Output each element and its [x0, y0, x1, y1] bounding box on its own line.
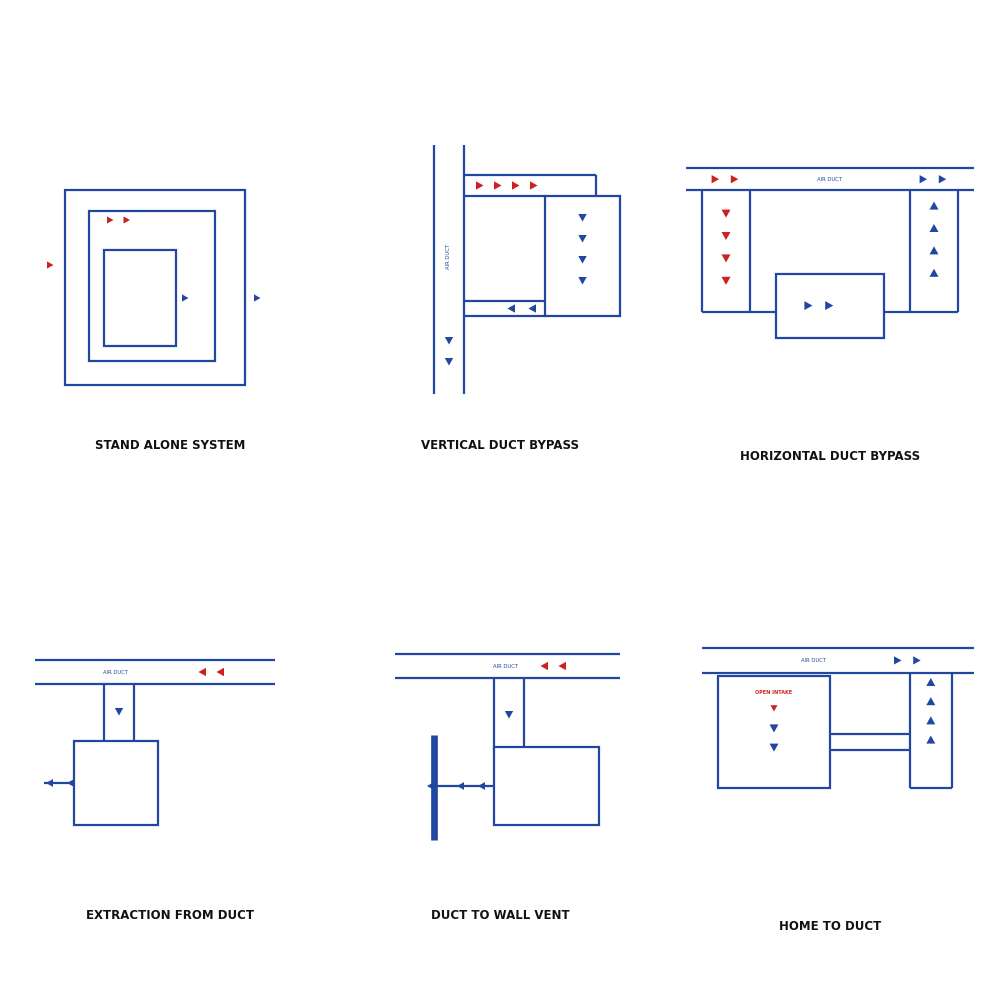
Text: OPEN INTAKE: OPEN INTAKE [755, 690, 793, 695]
Bar [89, 211, 215, 361]
Polygon shape [770, 724, 778, 732]
Text: EXTRACTION FROM DUCT: EXTRACTION FROM DUCT [86, 909, 254, 922]
Polygon shape [182, 294, 188, 302]
Text: STAND ALONE SYSTEM: STAND ALONE SYSTEM [95, 439, 245, 452]
Polygon shape [578, 235, 587, 243]
Polygon shape [894, 656, 901, 665]
Polygon shape [507, 304, 515, 313]
Polygon shape [46, 779, 53, 787]
Polygon shape [67, 779, 74, 787]
Polygon shape [939, 175, 946, 183]
Bar [65, 190, 245, 385]
Polygon shape [578, 256, 587, 264]
Polygon shape [926, 697, 935, 705]
Polygon shape [512, 181, 520, 190]
Polygon shape [930, 269, 938, 277]
Bar [718, 676, 830, 788]
Text: AIR DUCT: AIR DUCT [817, 177, 843, 182]
Polygon shape [913, 656, 921, 665]
Polygon shape [107, 216, 113, 224]
Polygon shape [722, 210, 730, 218]
Polygon shape [505, 711, 513, 719]
Text: VERTICAL DUCT BYPASS: VERTICAL DUCT BYPASS [421, 439, 579, 452]
Polygon shape [930, 202, 938, 210]
Polygon shape [445, 358, 453, 366]
Polygon shape [457, 782, 464, 790]
Polygon shape [578, 214, 587, 222]
Polygon shape [47, 261, 53, 269]
Polygon shape [528, 304, 536, 313]
Polygon shape [731, 175, 738, 183]
Polygon shape [722, 232, 730, 240]
Text: AIR DUCT: AIR DUCT [103, 670, 129, 674]
Polygon shape [198, 668, 206, 676]
Polygon shape [558, 662, 566, 670]
Polygon shape [722, 277, 730, 285]
Polygon shape [722, 254, 730, 262]
Polygon shape [926, 678, 935, 686]
Polygon shape [578, 277, 587, 285]
Bar [545, 196, 620, 316]
Polygon shape [540, 662, 548, 670]
Polygon shape [825, 301, 833, 310]
Text: AIR DUCT: AIR DUCT [446, 243, 451, 269]
Polygon shape [254, 294, 260, 302]
Bar [776, 274, 884, 338]
Polygon shape [115, 708, 123, 716]
Polygon shape [770, 705, 778, 712]
Polygon shape [445, 337, 453, 345]
Bar [494, 747, 599, 825]
Polygon shape [930, 246, 938, 254]
Polygon shape [920, 175, 927, 183]
Text: AIR DUCT: AIR DUCT [801, 658, 827, 663]
Text: DUCT TO WALL VENT: DUCT TO WALL VENT [431, 909, 569, 922]
Text: HOME TO DUCT: HOME TO DUCT [779, 920, 881, 933]
Polygon shape [530, 181, 538, 190]
Polygon shape [804, 301, 812, 310]
Polygon shape [926, 736, 935, 744]
Polygon shape [494, 181, 502, 190]
Polygon shape [926, 716, 935, 724]
Polygon shape [427, 782, 434, 790]
Polygon shape [930, 224, 938, 232]
Polygon shape [216, 668, 224, 676]
Bar [104, 250, 176, 346]
Polygon shape [124, 216, 130, 224]
Polygon shape [712, 175, 719, 183]
Text: HORIZONTAL DUCT BYPASS: HORIZONTAL DUCT BYPASS [740, 450, 920, 463]
Text: AIR DUCT: AIR DUCT [493, 664, 519, 669]
Bar [74, 741, 158, 825]
Polygon shape [770, 744, 778, 752]
Polygon shape [478, 782, 485, 790]
Polygon shape [476, 181, 484, 190]
